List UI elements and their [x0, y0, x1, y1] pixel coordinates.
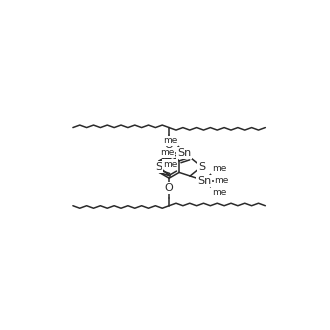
Text: Sn: Sn [197, 176, 212, 186]
Text: me: me [212, 164, 226, 173]
Text: O: O [165, 140, 174, 150]
Text: me: me [163, 136, 177, 146]
Text: Sn: Sn [177, 148, 191, 158]
Text: O: O [165, 183, 174, 193]
Text: S: S [155, 162, 162, 172]
Text: me: me [163, 160, 177, 169]
Text: S: S [198, 162, 205, 172]
Text: me: me [160, 148, 174, 157]
Text: me: me [212, 188, 226, 197]
Text: me: me [214, 176, 229, 185]
